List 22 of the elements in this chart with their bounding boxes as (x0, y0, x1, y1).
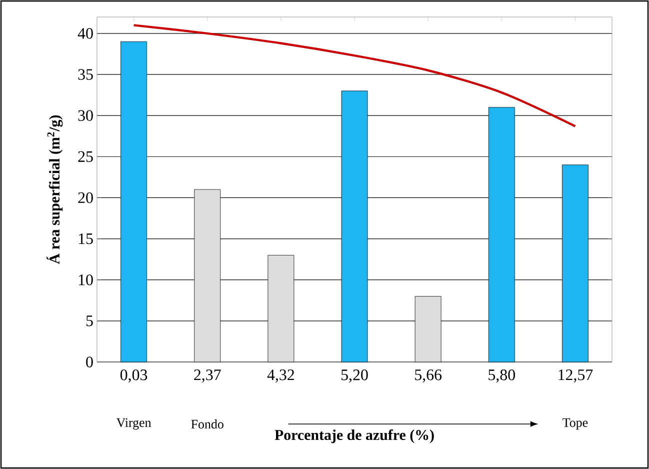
text: Fondo (191, 419, 224, 429)
y-tick-label: 35 (78, 69, 93, 80)
y-tick-label: 20 (78, 192, 93, 204)
x-tick-label: 5,66 (415, 370, 442, 383)
x-tick-label: 2,37 (194, 370, 221, 383)
y-axis-title: Á rea superficial (m$^{2}$/g) (46, 115, 63, 264)
x-tick-label: 5,80 (488, 370, 515, 383)
y-tick-label: 5 (86, 316, 93, 326)
x-axis-title: Porcentaje de azufre (%) (274, 429, 434, 444)
y-tick-label: 10 (78, 274, 93, 286)
x-tick-label: 12,57 (558, 370, 593, 383)
x-tick-label: 0,03 (120, 370, 148, 383)
y-tick-label: 30 (78, 110, 93, 121)
text: Virgen (116, 418, 152, 430)
text: Tope (562, 418, 588, 430)
y-tick-label: 25 (78, 151, 93, 162)
y-tick-label: 0 (86, 356, 93, 368)
y-tick-label: 40 (78, 28, 93, 39)
line-series (132, 24, 576, 128)
y-tick-label: 15 (78, 233, 93, 244)
x-tick-label: 4,32 (267, 370, 294, 383)
x-tick-label: 5,20 (341, 370, 368, 383)
